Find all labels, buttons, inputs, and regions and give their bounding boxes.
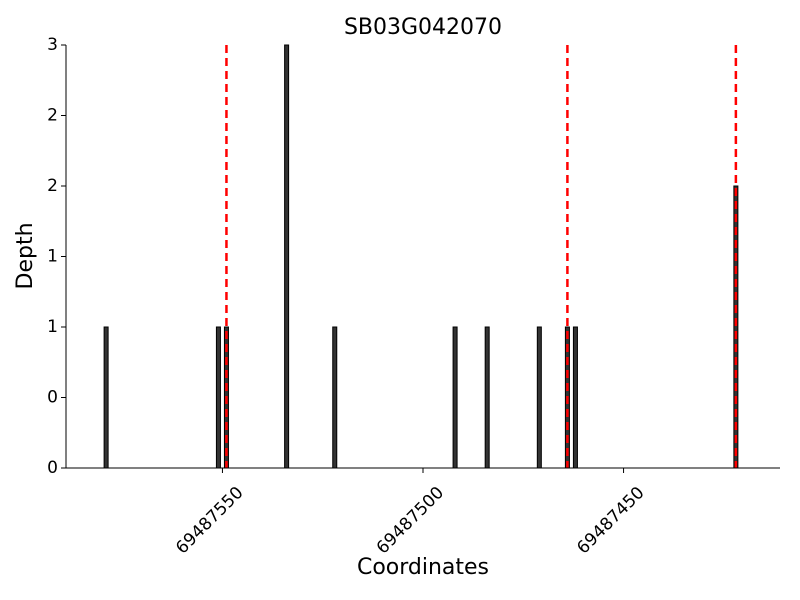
x-axis-label: Coordinates [357, 555, 489, 580]
bar [536, 326, 542, 469]
y-tick-label: 2 [47, 106, 58, 126]
y-tick-label: 3 [47, 35, 58, 55]
x-tick-label: 69487500 [373, 483, 448, 558]
bar [103, 326, 109, 469]
y-tick-label: 1 [47, 317, 58, 337]
bar [332, 326, 338, 469]
bar [284, 44, 290, 469]
y-tick-label: 2 [47, 176, 58, 196]
bar [572, 326, 578, 469]
bar [484, 326, 490, 469]
chart-title: SB03G042070 [344, 15, 502, 40]
x-tick-label: 69487550 [172, 483, 247, 558]
y-tick-label: 0 [47, 458, 58, 478]
y-tick-label: 1 [47, 247, 58, 267]
y-axis-label: Depth [13, 222, 38, 289]
y-tick-label: 0 [47, 388, 58, 408]
x-tick-label: 69487450 [573, 483, 648, 558]
bar [452, 326, 458, 469]
bar [215, 326, 221, 469]
